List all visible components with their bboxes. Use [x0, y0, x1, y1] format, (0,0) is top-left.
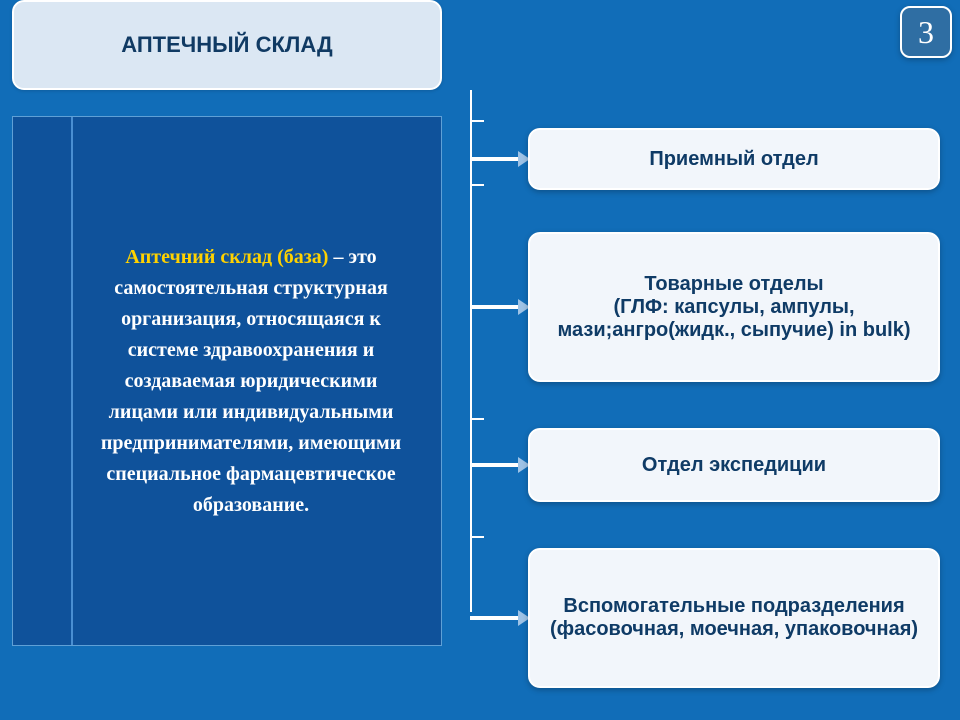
- tree-tick: [470, 120, 484, 122]
- definition-panel: Аптечний склад (база) – это самостоятель…: [12, 116, 442, 646]
- connector: [470, 305, 520, 309]
- tree-trunk: [470, 90, 472, 612]
- header-box: АПТЕЧНЫЙ СКЛАД: [12, 0, 442, 90]
- tree-tick: [470, 418, 484, 420]
- tree-tick: [470, 536, 484, 538]
- definition-body: – это самостоятельная структурная органи…: [101, 246, 401, 516]
- definition-text: Аптечний склад (база) – это самостоятель…: [91, 242, 411, 521]
- header-title: АПТЕЧНЫЙ СКЛАД: [121, 32, 332, 58]
- connector: [470, 157, 520, 161]
- definition-lead: Аптечний склад (база): [125, 246, 328, 268]
- department-node: Отдел экспедиции: [528, 428, 940, 502]
- department-node: Товарные отделы (ГЛФ: капсулы, ампулы, м…: [528, 232, 940, 382]
- department-label: Отдел экспедиции: [642, 454, 826, 477]
- tree-tick: [470, 184, 484, 186]
- department-label: Приемный отдел: [649, 148, 818, 171]
- slide: 3 АПТЕЧНЫЙ СКЛАД Аптечний склад (база) – э…: [0, 0, 960, 720]
- department-node: Вспомогательные подразделения (фасовочна…: [528, 548, 940, 688]
- department-label: Вспомогательные подразделения (фасовочна…: [550, 595, 918, 641]
- connector: [470, 463, 520, 467]
- page-number-badge: 3: [900, 6, 952, 58]
- connector: [470, 616, 520, 620]
- definition-divider: [71, 117, 73, 645]
- department-node: Приемный отдел: [528, 128, 940, 190]
- department-label: Товарные отделы (ГЛФ: капсулы, ампулы, м…: [544, 273, 924, 342]
